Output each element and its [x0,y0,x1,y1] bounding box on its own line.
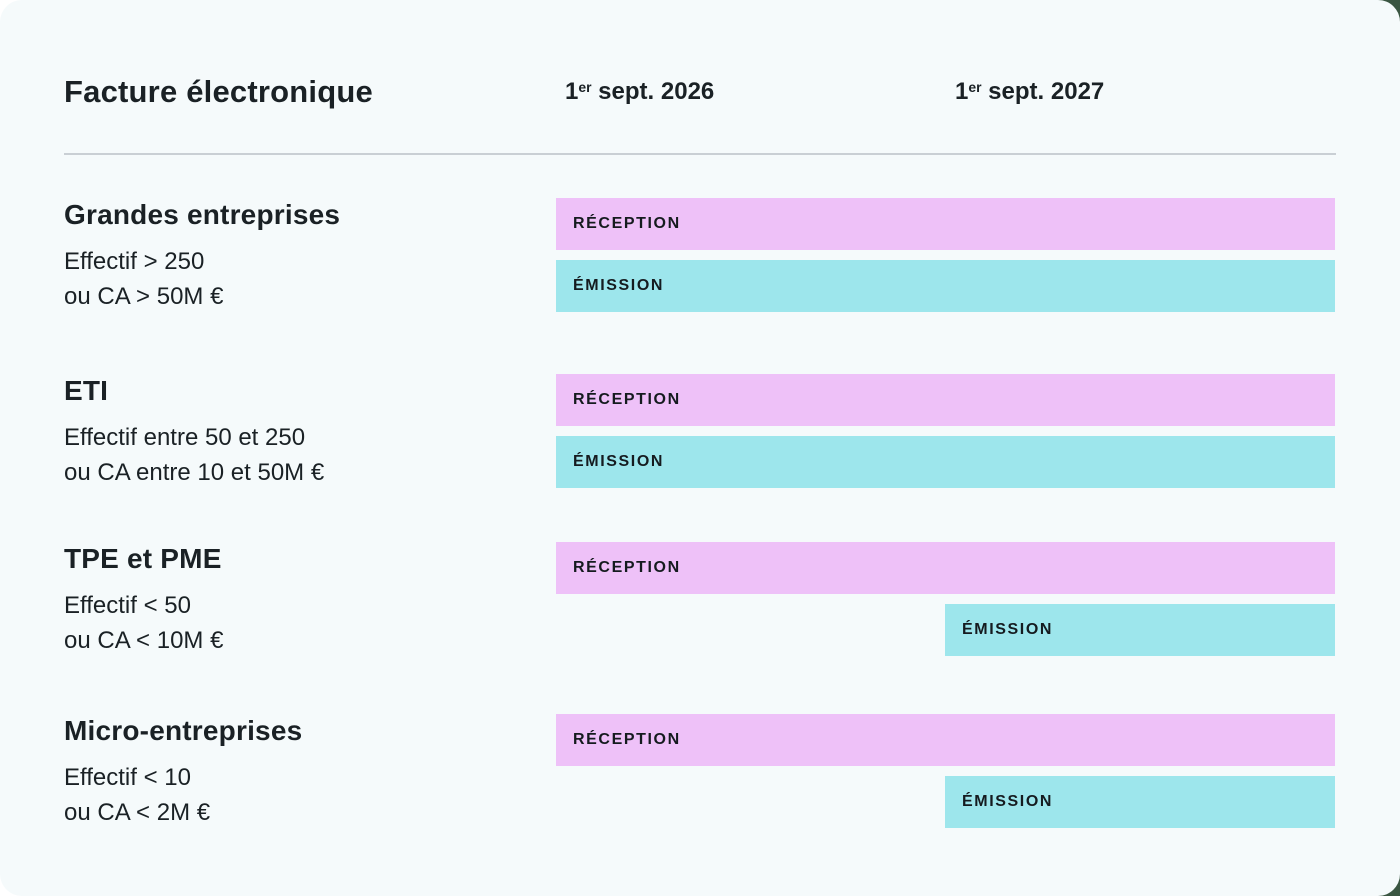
category-name: ETI [64,375,109,406]
row-eti: ETI Effectif entre 50 et 250 ou CA entre … [0,374,1400,488]
date-rest: sept. 2027 [981,78,1105,105]
bar-label: RÉCEPTION [573,391,681,408]
bar-label: RÉCEPTION [573,731,681,748]
row-grandes-entreprises: Grandes entreprises Effectif > 250 ou CA … [0,198,1400,312]
category-name: TPE et PME [64,543,222,574]
category-criteria: Effectif < 10 ou CA < 2M € [64,760,544,830]
header-divider [64,153,1336,155]
column-header-2026: 1er sept. 2026 [565,78,714,106]
emission-bar: ÉMISSION [556,436,1335,488]
row-text: Grandes entreprises Effectif > 250 ou CA … [64,198,544,314]
criteria-line: ou CA < 2M € [64,799,211,826]
row-tpe-pme: TPE et PME Effectif < 50 ou CA < 10M € RÉ… [0,542,1400,656]
emission-bar: ÉMISSION [945,604,1335,656]
date-ordinal: er [578,79,592,96]
reception-bar: RÉCEPTION [556,198,1335,250]
bar-label: ÉMISSION [573,453,665,470]
criteria-line: Effectif entre 50 et 250 [64,424,306,451]
date-number: 1 [955,78,969,105]
category-criteria: Effectif < 50 ou CA < 10M € [64,588,544,658]
date-rest: sept. 2026 [591,78,715,105]
category-criteria: Effectif > 250 ou CA > 50M € [64,244,544,314]
date-ordinal: er [968,79,982,96]
row-micro-entreprises: Micro-entreprises Effectif < 10 ou CA < 2… [0,714,1400,828]
criteria-line: Effectif > 250 [64,248,205,275]
reception-bar: RÉCEPTION [556,714,1335,766]
row-text: TPE et PME Effectif < 50 ou CA < 10M € [64,542,544,658]
bar-label: RÉCEPTION [573,215,681,232]
criteria-line: ou CA < 10M € [64,627,224,654]
criteria-line: ou CA entre 10 et 50M € [64,459,325,486]
emission-bar: ÉMISSION [556,260,1335,312]
reception-bar: RÉCEPTION [556,542,1335,594]
row-text: Micro-entreprises Effectif < 10 ou CA < 2… [64,714,544,830]
criteria-line: ou CA > 50M € [64,283,224,310]
bar-label: ÉMISSION [962,621,1054,638]
bar-label: ÉMISSION [573,277,665,294]
criteria-line: Effectif < 50 [64,592,191,619]
category-name: Grandes entreprises [64,199,341,230]
row-text: ETI Effectif entre 50 et 250 ou CA entre … [64,374,544,490]
category-criteria: Effectif entre 50 et 250 ou CA entre 10 e… [64,420,544,490]
reception-bar: RÉCEPTION [556,374,1335,426]
page-title: Facture électronique [64,74,373,109]
category-name: Micro-entreprises [64,715,303,746]
criteria-line: Effectif < 10 [64,764,191,791]
emission-bar: ÉMISSION [945,776,1335,828]
bar-label: ÉMISSION [962,793,1054,810]
date-number: 1 [565,78,579,105]
column-header-2027: 1er sept. 2027 [955,78,1104,106]
bar-label: RÉCEPTION [573,559,681,576]
